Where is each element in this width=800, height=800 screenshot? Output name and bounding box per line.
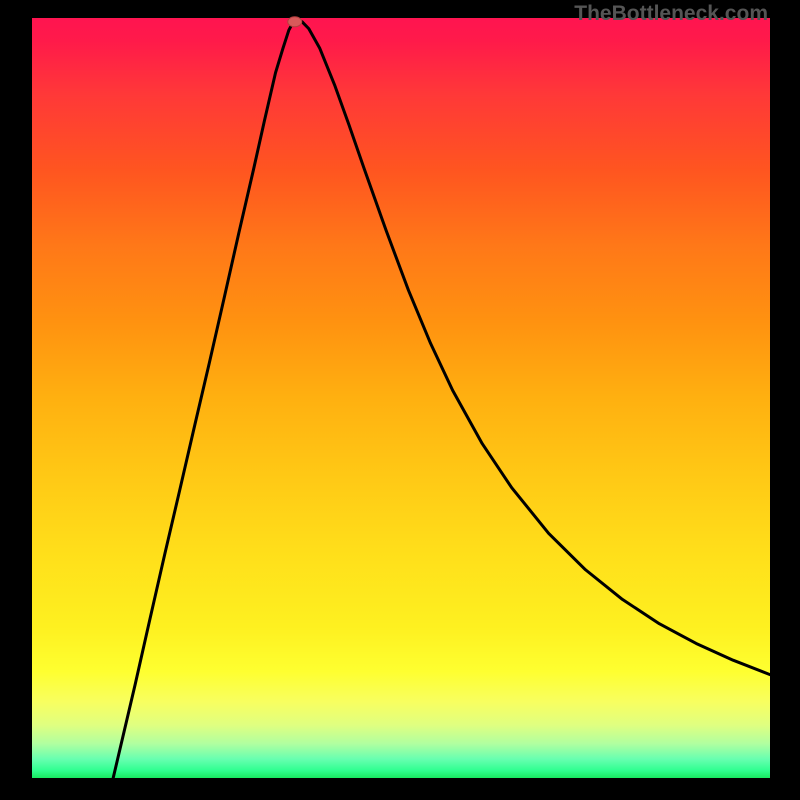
chart-svg bbox=[0, 0, 800, 800]
watermark-text: TheBottleneck.com bbox=[574, 2, 768, 26]
minimum-marker bbox=[288, 17, 302, 27]
chart-container: TheBottleneck.com bbox=[0, 0, 800, 800]
plot-area bbox=[32, 18, 770, 778]
